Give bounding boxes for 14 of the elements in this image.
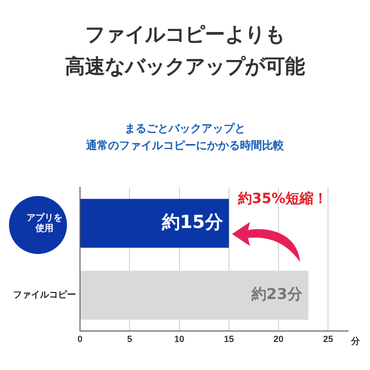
x-tick-label: 25 xyxy=(323,334,334,344)
x-axis-title: 分 xyxy=(350,336,361,348)
y-tick-label: ファイルコピー xyxy=(13,290,76,300)
data-label: 約23分 xyxy=(250,285,304,304)
x-tick-label: 10 xyxy=(174,334,184,344)
x-tick-label: 15 xyxy=(224,334,234,344)
y-tick-label: アプリを使用 xyxy=(26,212,62,234)
x-tick-label: 20 xyxy=(274,334,284,344)
chart-subtitle: まるごとバックアップと通常のファイルコピーにかかる時間比較 xyxy=(85,121,285,154)
chart-title: ファイルコピーよりも高速なバックアップが可能 xyxy=(64,21,306,80)
x-tick-label: 5 xyxy=(127,334,132,344)
annotation: 約35%短縮！ xyxy=(238,190,328,208)
x-tick-label: 0 xyxy=(77,334,83,344)
data-label: 約15分 xyxy=(160,212,224,234)
